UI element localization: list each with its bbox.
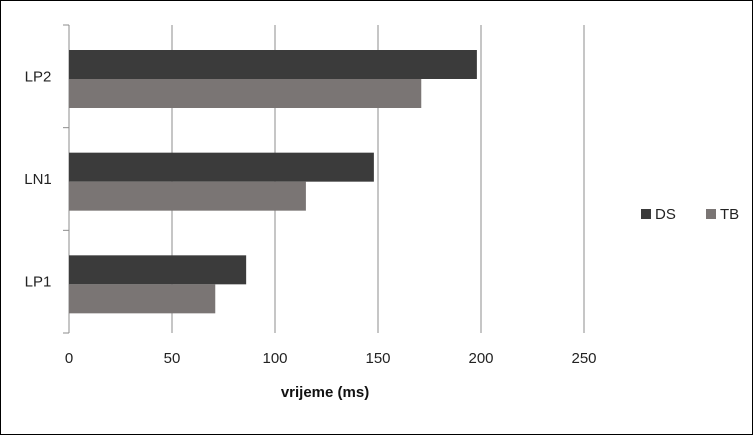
x-tick-label: 100	[262, 350, 287, 367]
bar-ds-lp2	[69, 50, 477, 79]
bar-tb-ln1	[69, 181, 306, 211]
bar-tb-lp1	[69, 284, 216, 314]
axis-labels: 0 50 100 150 200 250 LP2 LN1 LP1	[24, 68, 596, 367]
legend-label-ds: DS	[655, 206, 676, 223]
category-label: LP2	[25, 68, 52, 85]
bar-tb-lp2	[69, 79, 422, 108]
bar-ds-lp1	[69, 255, 247, 285]
x-tick-label: 50	[164, 350, 181, 367]
x-tick-label: 250	[571, 350, 596, 367]
bar-ds-ln1	[69, 152, 374, 182]
legend-label-tb: TB	[720, 206, 739, 223]
legend: DS TB	[641, 206, 739, 223]
category-label: LP1	[25, 274, 52, 291]
x-axis-title: vrijeme (ms)	[281, 384, 369, 401]
bars	[69, 50, 477, 314]
legend-swatch-ds	[641, 209, 651, 219]
x-tick-label: 0	[65, 350, 73, 367]
legend-swatch-tb	[706, 209, 716, 219]
x-tick-label: 150	[365, 350, 390, 367]
category-label: LN1	[24, 171, 52, 188]
x-tick-label: 200	[468, 350, 493, 367]
